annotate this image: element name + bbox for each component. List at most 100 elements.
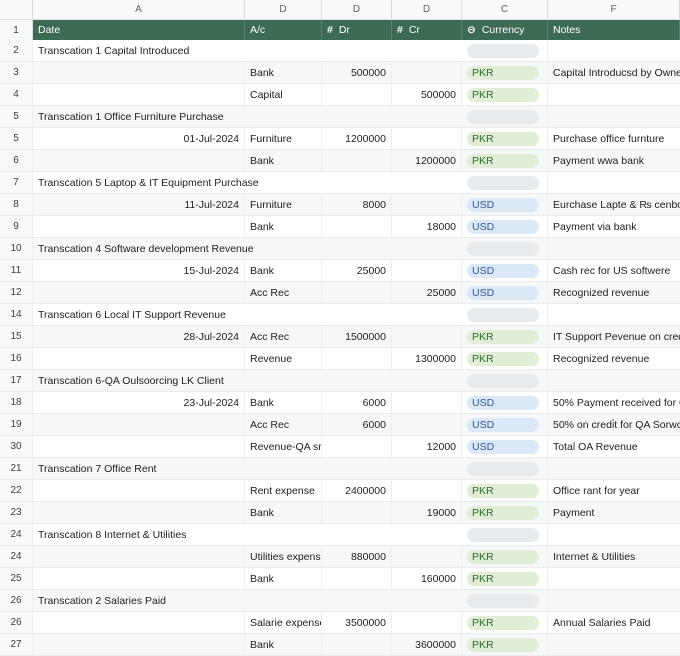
- row-number[interactable]: 22: [0, 480, 33, 501]
- cr-cell[interactable]: [392, 524, 462, 545]
- currency-chip[interactable]: USD: [467, 417, 539, 432]
- currency-cell[interactable]: PKR: [462, 326, 548, 347]
- currency-chip[interactable]: USD: [467, 197, 539, 212]
- currency-cell[interactable]: PKR: [462, 568, 548, 589]
- dr-cell[interactable]: [322, 40, 392, 61]
- date-cell[interactable]: [33, 348, 245, 369]
- currency-chip-empty[interactable]: [467, 527, 539, 542]
- row-number[interactable]: 24: [0, 546, 33, 567]
- currency-cell[interactable]: [462, 106, 548, 127]
- date-cell[interactable]: [33, 62, 245, 83]
- currency-chip-empty[interactable]: [467, 593, 539, 608]
- currency-chip[interactable]: PKR: [467, 483, 539, 498]
- cr-cell[interactable]: [392, 414, 462, 435]
- currency-chip-empty[interactable]: [467, 109, 539, 124]
- currency-chip[interactable]: PKR: [467, 131, 539, 146]
- transaction-title-cell[interactable]: Transcation 6-QA Oulsoorcing LK Client: [33, 370, 245, 391]
- cr-cell[interactable]: 18000: [392, 216, 462, 237]
- currency-chip-empty[interactable]: [467, 307, 539, 322]
- notes-cell[interactable]: [548, 568, 680, 589]
- account-cell[interactable]: Acc Rec: [245, 414, 322, 435]
- dr-cell[interactable]: [322, 370, 392, 391]
- currency-cell[interactable]: [462, 458, 548, 479]
- currency-chip[interactable]: PKR: [467, 571, 539, 586]
- currency-chip[interactable]: PKR: [467, 351, 539, 366]
- date-cell[interactable]: [33, 84, 245, 105]
- cr-cell[interactable]: 19000: [392, 502, 462, 523]
- currency-chip-empty[interactable]: [467, 241, 539, 256]
- row-number[interactable]: 11: [0, 260, 33, 281]
- row-number[interactable]: 2: [0, 40, 33, 61]
- account-cell[interactable]: Rent expense: [245, 480, 322, 501]
- currency-cell[interactable]: [462, 524, 548, 545]
- account-cell[interactable]: [245, 304, 322, 325]
- dr-cell[interactable]: [322, 84, 392, 105]
- currency-chip[interactable]: PKR: [467, 153, 539, 168]
- currency-cell[interactable]: USD: [462, 436, 548, 457]
- currency-cell[interactable]: USD: [462, 194, 548, 215]
- notes-cell[interactable]: Payment wwa bank: [553, 154, 645, 167]
- dr-cell[interactable]: 6000: [322, 414, 392, 435]
- currency-cell[interactable]: [462, 590, 548, 611]
- cr-cell[interactable]: [392, 546, 462, 567]
- account-cell[interactable]: Bank: [245, 150, 322, 171]
- notes-cell[interactable]: [548, 458, 680, 479]
- account-cell[interactable]: [245, 40, 322, 61]
- account-cell[interactable]: Bank: [245, 260, 322, 281]
- dr-cell[interactable]: [322, 238, 392, 259]
- notes-cell[interactable]: Total OA Revenue: [553, 440, 638, 453]
- dr-cell[interactable]: 1200000: [322, 128, 392, 149]
- account-cell[interactable]: Bank: [245, 216, 322, 237]
- cr-cell[interactable]: [392, 106, 462, 127]
- row-number[interactable]: 12: [0, 282, 33, 303]
- currency-chip[interactable]: USD: [467, 219, 539, 234]
- notes-cell[interactable]: Payment via bank: [553, 220, 637, 233]
- row-number[interactable]: 4: [0, 84, 33, 105]
- currency-cell[interactable]: PKR: [462, 84, 548, 105]
- notes-cell[interactable]: 50% on credi̇t for QA Sorwca: [553, 418, 680, 431]
- column-letter[interactable]: D: [322, 0, 392, 19]
- account-cell[interactable]: Bank: [245, 568, 322, 589]
- dr-cell[interactable]: 25000: [322, 260, 392, 281]
- cr-cell[interactable]: [392, 304, 462, 325]
- account-cell[interactable]: Acc Rec: [245, 326, 322, 347]
- notes-cell[interactable]: [548, 238, 680, 259]
- select-all-corner[interactable]: [0, 0, 33, 19]
- notes-cell[interactable]: Payment: [553, 506, 595, 519]
- currency-chip-empty[interactable]: [467, 461, 539, 476]
- notes-cell[interactable]: [548, 84, 680, 105]
- cr-cell[interactable]: [392, 370, 462, 391]
- notes-cell[interactable]: [548, 172, 680, 193]
- cr-cell[interactable]: 1200000: [392, 150, 462, 171]
- currency-chip[interactable]: USD: [467, 395, 539, 410]
- notes-cell[interactable]: Eurchase Lapte & ₨ cenboos: [553, 198, 680, 211]
- currency-cell[interactable]: PKR: [462, 62, 548, 83]
- dr-cell[interactable]: [322, 590, 392, 611]
- cr-cell[interactable]: 12000: [392, 436, 462, 457]
- currency-chip-empty[interactable]: [467, 175, 539, 190]
- cr-cell[interactable]: 1300000: [392, 348, 462, 369]
- date-cell[interactable]: [33, 216, 245, 237]
- account-cell[interactable]: [245, 106, 322, 127]
- dr-cell[interactable]: [322, 106, 392, 127]
- transaction-title-cell[interactable]: Transcation 2 Salaries Paid: [33, 590, 245, 611]
- currency-cell[interactable]: USD: [462, 414, 548, 435]
- dr-cell[interactable]: [322, 524, 392, 545]
- transaction-title-cell[interactable]: Transcation 6 Local IT Support Revenue: [33, 304, 245, 325]
- row-number[interactable]: 30: [0, 436, 33, 457]
- cr-cell[interactable]: [392, 458, 462, 479]
- cr-cell[interactable]: [392, 612, 462, 633]
- row-number[interactable]: 17: [0, 370, 33, 391]
- row-number[interactable]: 26: [0, 590, 33, 611]
- dr-cell[interactable]: [322, 458, 392, 479]
- row-number[interactable]: 18: [0, 392, 33, 413]
- header-dr[interactable]: # Dr: [322, 20, 392, 40]
- transaction-title-cell[interactable]: Transcation 8 Internet & Utilities: [33, 524, 245, 545]
- date-cell[interactable]: [33, 502, 245, 523]
- cr-cell[interactable]: [392, 590, 462, 611]
- date-cell[interactable]: 01-Jul-2024: [33, 128, 245, 149]
- notes-cell[interactable]: Recognized revenue: [553, 286, 650, 299]
- dr-cell[interactable]: [322, 150, 392, 171]
- date-cell[interactable]: [33, 546, 245, 567]
- notes-cell[interactable]: Capital Introducsd by Owner: [553, 66, 680, 79]
